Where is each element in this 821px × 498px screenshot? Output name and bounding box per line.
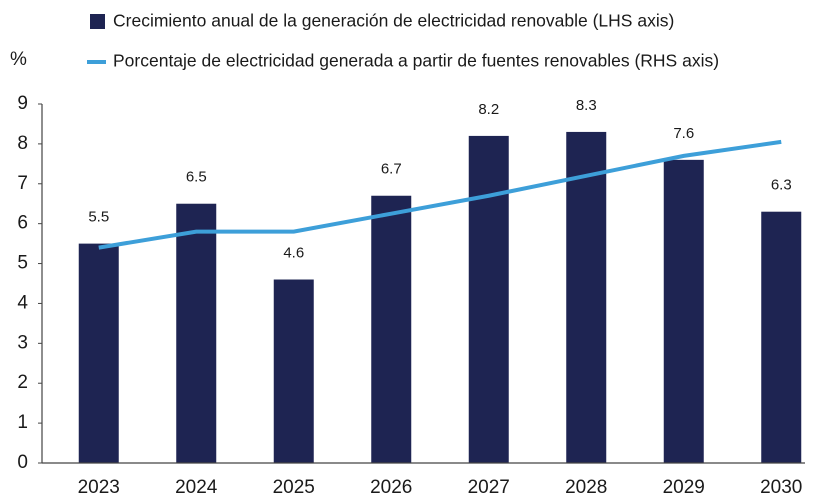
bar (273, 279, 314, 463)
data-label: 5.5 (88, 209, 109, 226)
bar (663, 159, 704, 463)
legend-label: Crecimiento anual de la generación de el… (113, 11, 674, 31)
x-tick-label: 2029 (663, 477, 705, 498)
data-label: 7.6 (673, 125, 694, 142)
x-tick-label: 2023 (78, 477, 120, 498)
data-label: 8.3 (576, 97, 597, 114)
bar (176, 203, 217, 463)
x-tick-label: 2030 (760, 477, 802, 498)
data-label: 6.5 (186, 169, 207, 186)
y-tick-label: 0 (17, 452, 28, 473)
y-tick-label: 2 (17, 372, 28, 393)
y-tick-label: 4 (17, 292, 28, 313)
data-label: 8.2 (478, 101, 499, 118)
y-tick-label: 5 (17, 253, 28, 274)
x-tick-label: 2027 (468, 477, 510, 498)
line (98, 139, 782, 250)
x-tick-label: 2028 (565, 477, 607, 498)
bar (78, 243, 119, 463)
bar (371, 195, 412, 463)
legend-label: Porcentaje de electricidad generada a pa… (113, 51, 719, 71)
x-tick-label: 2025 (273, 477, 315, 498)
y-tick-label: 1 (17, 412, 28, 433)
bar (761, 211, 802, 463)
data-label: 6.7 (381, 161, 402, 178)
y-tick-label: 7 (17, 173, 28, 194)
x-tick-label: 2026 (370, 477, 412, 498)
bar (566, 131, 607, 463)
data-label: 6.3 (771, 177, 792, 194)
y-tick-label: 9 (17, 93, 28, 114)
legend-swatch (90, 14, 105, 29)
y-tick-label: 3 (17, 332, 28, 353)
y-tick-label: 6 (17, 213, 28, 234)
data-label: 4.6 (283, 244, 304, 261)
bar (468, 135, 509, 463)
x-tick-label: 2024 (175, 477, 218, 498)
y-axis-label: % (10, 49, 27, 70)
y-tick-label: 8 (17, 133, 28, 154)
